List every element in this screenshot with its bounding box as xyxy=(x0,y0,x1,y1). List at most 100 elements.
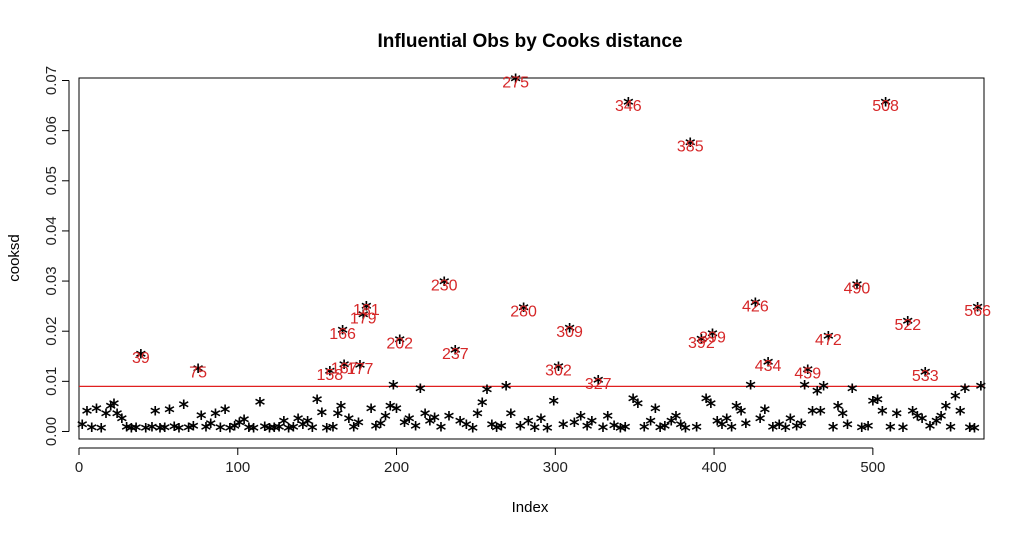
data-point: * xyxy=(925,417,936,441)
data-point: * xyxy=(964,418,975,442)
data-point: * xyxy=(660,417,671,441)
data-point: * xyxy=(815,402,826,426)
data-point: * xyxy=(936,407,947,431)
data-point: * xyxy=(375,414,386,438)
data-point: * xyxy=(339,355,350,379)
data-point: * xyxy=(333,404,344,428)
y-tick-label: 0.07 xyxy=(43,66,60,95)
observation-label: 472 xyxy=(815,332,842,349)
plot-frame xyxy=(78,77,985,440)
data-point: * xyxy=(731,397,742,421)
data-point: * xyxy=(169,417,180,441)
data-point: * xyxy=(907,402,918,426)
data-point: * xyxy=(193,359,204,383)
data-point: * xyxy=(969,419,980,443)
data-point: * xyxy=(569,413,580,437)
data-point: * xyxy=(220,400,231,424)
data-point: * xyxy=(344,409,355,433)
data-point: * xyxy=(336,397,347,421)
data-point: * xyxy=(920,363,931,387)
data-point: * xyxy=(696,330,707,354)
data-point: * xyxy=(91,399,102,423)
data-point: * xyxy=(741,414,752,438)
data-point: * xyxy=(931,412,942,436)
data-point: * xyxy=(655,418,666,442)
data-point: * xyxy=(121,418,132,442)
observation-label: 179 xyxy=(350,311,377,328)
data-point: * xyxy=(293,409,304,433)
data-point: * xyxy=(880,93,891,117)
y-tick-label: 0.02 xyxy=(43,317,60,346)
data-point: * xyxy=(558,415,569,439)
data-point: * xyxy=(833,397,844,421)
data-point: * xyxy=(639,418,650,442)
data-point: * xyxy=(955,402,966,426)
data-point: * xyxy=(155,419,166,443)
data-point: * xyxy=(799,376,810,400)
data-point: * xyxy=(348,418,359,442)
observation-label: 39 xyxy=(132,350,150,367)
data-point: * xyxy=(317,403,328,427)
data-point: * xyxy=(288,418,299,442)
data-point: * xyxy=(593,371,604,395)
data-point: * xyxy=(823,327,834,351)
data-point: * xyxy=(260,417,271,441)
data-point: * xyxy=(828,418,839,442)
data-point: * xyxy=(803,360,814,384)
data-point: * xyxy=(425,412,436,436)
data-point: * xyxy=(523,412,534,436)
data-point: * xyxy=(140,419,151,443)
data-point: * xyxy=(410,417,421,441)
data-point: * xyxy=(768,418,779,442)
data-point: * xyxy=(444,407,455,431)
data-point: * xyxy=(912,407,923,431)
data-point: * xyxy=(136,345,147,369)
observation-label: 346 xyxy=(615,98,642,115)
observation-label: 158 xyxy=(317,367,344,384)
data-point: * xyxy=(941,397,952,421)
observation-label: 181 xyxy=(353,302,380,319)
data-point: * xyxy=(229,417,240,441)
data-point: * xyxy=(615,419,626,443)
observation-label: 426 xyxy=(742,299,769,316)
data-point: * xyxy=(857,418,868,442)
data-point: * xyxy=(791,417,802,441)
data-point: * xyxy=(950,387,961,411)
data-point: * xyxy=(234,413,245,437)
data-point: * xyxy=(206,414,217,438)
data-point: * xyxy=(506,404,517,428)
data-point: * xyxy=(863,417,874,441)
data-point: * xyxy=(126,419,137,443)
data-point: * xyxy=(582,417,593,441)
data-point: * xyxy=(755,409,766,433)
data-point: * xyxy=(722,409,733,433)
x-axis-label: Index xyxy=(512,499,549,516)
data-point: * xyxy=(542,419,553,443)
data-point: * xyxy=(796,414,807,438)
data-point: * xyxy=(160,418,171,442)
data-point: * xyxy=(496,417,507,441)
data-point: * xyxy=(321,419,332,443)
data-point: * xyxy=(706,394,717,418)
data-point: * xyxy=(404,409,415,433)
data-point: * xyxy=(491,418,502,442)
observation-label: 327 xyxy=(585,376,612,393)
data-point: * xyxy=(358,306,369,330)
data-point: * xyxy=(780,418,791,442)
data-point: * xyxy=(77,415,88,439)
data-point: * xyxy=(239,410,250,434)
data-point: * xyxy=(536,409,547,433)
data-point: * xyxy=(628,389,639,413)
observation-label: 508 xyxy=(872,98,899,115)
data-point: * xyxy=(196,406,207,430)
data-point: * xyxy=(188,417,199,441)
data-point: * xyxy=(215,418,226,442)
data-point: * xyxy=(255,393,266,417)
data-point: * xyxy=(112,404,123,428)
data-point: * xyxy=(183,418,194,442)
data-point: * xyxy=(455,412,466,436)
y-tick-label: 0.04 xyxy=(43,216,60,245)
data-point: * xyxy=(847,379,858,403)
data-point: * xyxy=(420,404,431,428)
data-point: * xyxy=(645,412,656,436)
